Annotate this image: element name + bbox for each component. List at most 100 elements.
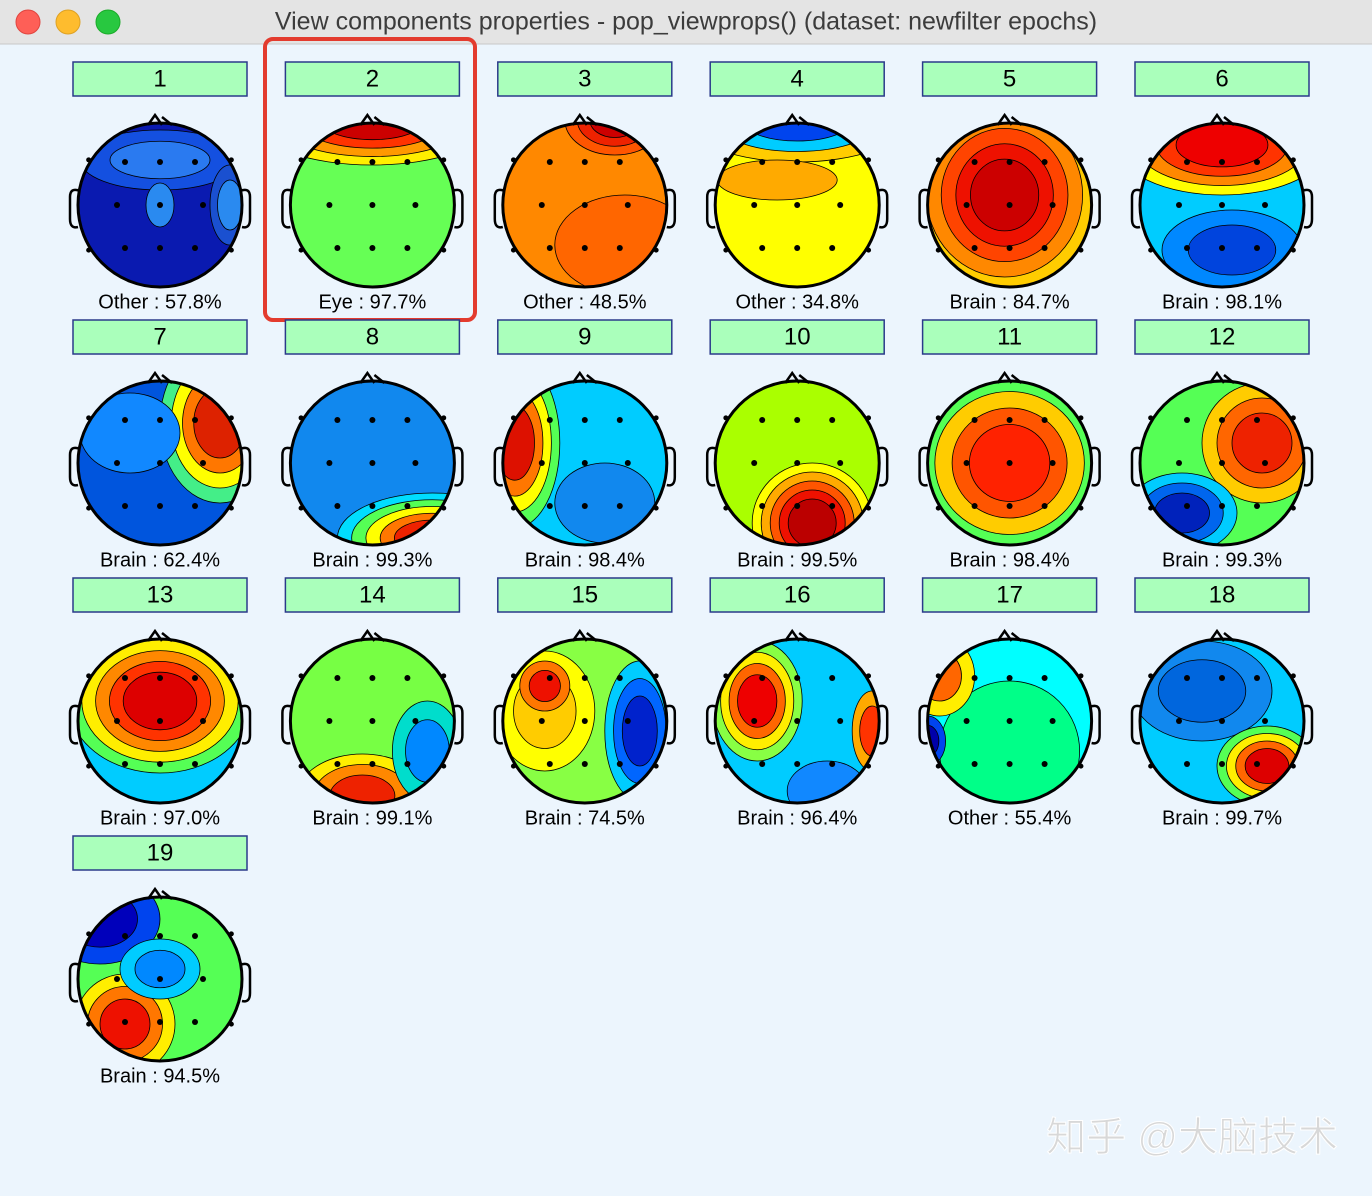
electrode xyxy=(794,675,801,681)
electrode xyxy=(837,460,844,466)
component-button[interactable] xyxy=(921,61,1098,97)
electrode xyxy=(1006,761,1013,767)
component-number: 17 xyxy=(996,581,1023,608)
component-button[interactable] xyxy=(921,577,1098,613)
electrode xyxy=(157,933,163,939)
electrode xyxy=(1006,503,1013,509)
electrode xyxy=(1176,460,1182,466)
component-number: 11 xyxy=(997,323,1022,350)
nose xyxy=(1223,116,1235,126)
component-button[interactable] xyxy=(72,577,248,613)
edge-electrode xyxy=(510,673,516,679)
component-button[interactable] xyxy=(921,319,1098,355)
component-label: Brain : 74.5% xyxy=(525,807,645,829)
nose xyxy=(161,890,173,900)
electrode xyxy=(963,202,970,208)
close-button[interactable] xyxy=(15,9,41,35)
component-button[interactable] xyxy=(497,61,673,97)
electrode xyxy=(751,718,758,724)
edge-electrode xyxy=(1148,673,1154,679)
component-number: 14 xyxy=(359,581,386,608)
component-button[interactable] xyxy=(709,319,885,355)
electrode xyxy=(1041,761,1048,767)
electrode xyxy=(546,761,553,767)
edge-electrode xyxy=(1148,763,1154,769)
electrode xyxy=(157,245,163,251)
electrode xyxy=(114,460,120,466)
component-button[interactable] xyxy=(1134,577,1310,613)
electrode xyxy=(1176,718,1182,724)
component-button[interactable] xyxy=(497,577,673,613)
electrode xyxy=(192,417,198,423)
edge-electrode xyxy=(653,673,659,679)
zoom-button[interactable] xyxy=(95,9,121,35)
component-button[interactable] xyxy=(1134,319,1310,355)
electrode xyxy=(369,417,376,423)
electrode xyxy=(122,1019,128,1025)
component-label: Brain : 62.4% xyxy=(100,549,220,571)
electrode xyxy=(326,202,333,208)
component-button[interactable] xyxy=(709,577,885,613)
component-button[interactable] xyxy=(72,61,248,97)
component-button[interactable] xyxy=(497,319,673,355)
electrode xyxy=(192,1019,198,1025)
electrode xyxy=(200,718,206,724)
component-button[interactable] xyxy=(1134,61,1310,97)
component: 10 Brain : 99.5% xyxy=(705,319,889,571)
electrode xyxy=(829,675,836,681)
component-label: Eye : 97.7% xyxy=(318,291,426,313)
component-button[interactable] xyxy=(284,319,461,355)
edge-electrode xyxy=(866,247,872,253)
nose xyxy=(571,370,588,384)
component-label: Brain : 94.5% xyxy=(100,1065,220,1087)
electrode xyxy=(1049,718,1056,724)
component-number: 2 xyxy=(366,65,379,92)
electrode xyxy=(369,202,376,208)
electrode xyxy=(546,417,553,423)
electrode xyxy=(546,503,553,509)
component-button[interactable] xyxy=(284,61,461,97)
component-label: Brain : 84.7% xyxy=(950,291,1070,313)
nose xyxy=(146,628,164,642)
left-ear xyxy=(281,188,293,229)
electrode xyxy=(1041,159,1048,165)
nose xyxy=(161,374,173,384)
electrode xyxy=(963,460,970,466)
component-button[interactable] xyxy=(72,835,248,871)
electrode xyxy=(114,202,120,208)
edge-electrode xyxy=(935,505,941,511)
right-ear xyxy=(1089,446,1101,487)
electrode xyxy=(404,417,411,423)
edge-electrode xyxy=(228,247,234,253)
nose xyxy=(1010,632,1023,642)
edge-electrode xyxy=(86,673,92,679)
electrode xyxy=(538,718,545,724)
electrode xyxy=(1219,503,1225,509)
electrode xyxy=(581,675,588,681)
component-button[interactable] xyxy=(284,577,461,613)
electrode xyxy=(192,503,198,509)
electrode xyxy=(829,761,836,767)
component: 6 Brain : 98.1% xyxy=(1130,61,1314,313)
right-ear xyxy=(664,446,677,487)
edge-electrode xyxy=(1078,673,1084,679)
component: 9 Brain : 98.4% xyxy=(493,319,677,571)
electrode xyxy=(157,675,163,681)
minimize-button[interactable] xyxy=(55,9,81,35)
electrode xyxy=(412,718,419,724)
edge-electrode xyxy=(441,763,447,769)
edge-electrode xyxy=(228,673,234,679)
edge-electrode xyxy=(653,505,659,511)
edge-electrode xyxy=(1290,415,1296,421)
contour xyxy=(927,715,946,767)
component-number: 12 xyxy=(1209,323,1236,350)
edge-electrode xyxy=(228,1021,234,1027)
component: 17 Other : 55.4% xyxy=(918,577,1101,829)
component-button[interactable] xyxy=(72,319,248,355)
edge-electrode xyxy=(510,247,516,253)
nose xyxy=(146,886,164,900)
component-label: Brain : 99.3% xyxy=(312,549,432,571)
nose xyxy=(1223,632,1235,642)
edge-electrode xyxy=(228,931,234,937)
component-button[interactable] xyxy=(709,61,885,97)
